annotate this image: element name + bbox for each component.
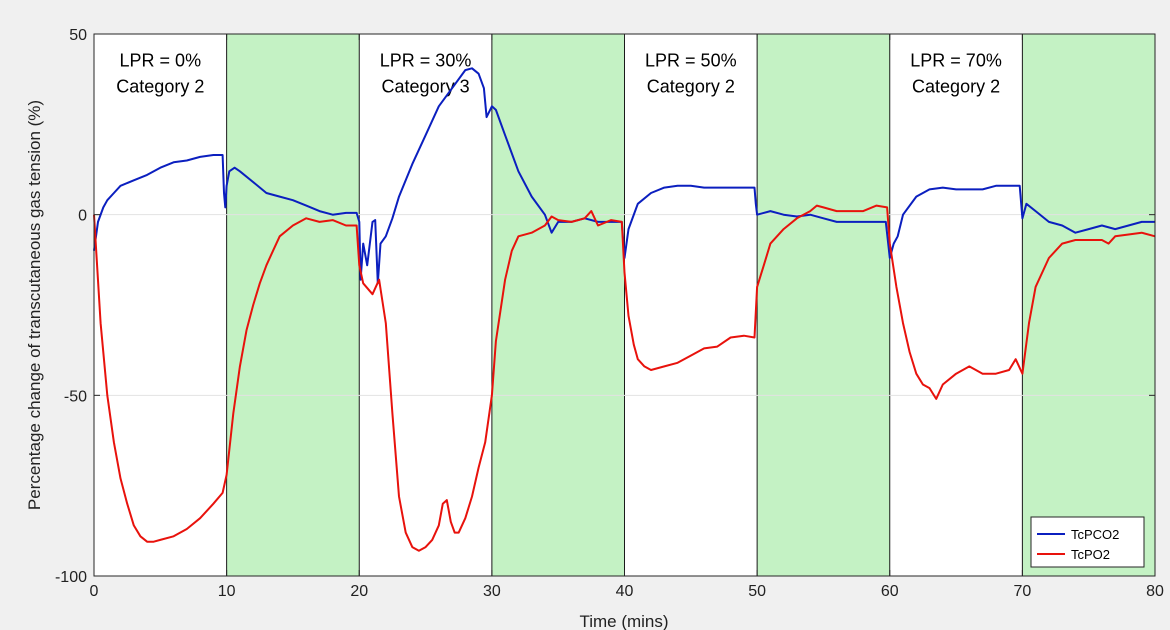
x-tick-label: 60	[881, 583, 899, 600]
annotation-label: LPR = 70%	[910, 51, 1002, 71]
y-axis-title: Percentage change of transcutaneous gas …	[25, 100, 44, 510]
y-tick-label: -100	[55, 569, 87, 586]
y-tick-label: 50	[69, 27, 87, 44]
annotations: LPR = 0% Category 2 LPR = 30% Category 3 LPR…	[116, 51, 1002, 97]
x-axis-title: Time (mins)	[579, 612, 668, 630]
shaded-intervals	[226, 33, 1156, 577]
legend: TcPCO2 TcPO2	[1030, 516, 1145, 568]
x-ticks: 0 10 20 30 40 50 60 70 80	[90, 34, 1164, 600]
y-tick-label: -50	[64, 388, 87, 405]
x-tick-label: 0	[90, 583, 99, 600]
x-tick-label: 10	[218, 583, 236, 600]
legend-box	[1030, 516, 1145, 568]
gridlines	[94, 214, 1155, 396]
annotation-label: LPR = 0%	[120, 51, 202, 71]
series-line-tcpo2	[93, 204, 1156, 552]
legend-label-tcpco2: TcPCO2	[1071, 527, 1119, 542]
shaded-interval-0	[226, 33, 360, 577]
series-lines	[93, 67, 1156, 552]
shaded-interval-1	[491, 33, 625, 577]
shaded-interval-2	[756, 33, 891, 577]
x-tick-label: 50	[748, 583, 766, 600]
annotation-label: Category 2	[647, 77, 735, 97]
annotation-label: LPR = 30%	[380, 51, 472, 71]
annotation-label: Category 2	[116, 77, 204, 97]
x-tick-label: 40	[616, 583, 634, 600]
annotation-label: Category 2	[912, 77, 1000, 97]
x-tick-label: 30	[483, 583, 501, 600]
x-tick-label: 20	[350, 583, 368, 600]
annotation-label: LPR = 50%	[645, 51, 737, 71]
x-tick-label: 80	[1146, 583, 1164, 600]
x-tick-label: 70	[1013, 583, 1031, 600]
shaded-interval-3	[1021, 33, 1156, 577]
legend-label-tcpo2: TcPO2	[1071, 547, 1110, 562]
y-ticks: -100 -50 0 50	[55, 27, 1155, 586]
annotation-label: Category 3	[382, 77, 470, 97]
y-tick-label: 0	[78, 208, 87, 225]
series-line-tcpco2	[93, 67, 1155, 285]
